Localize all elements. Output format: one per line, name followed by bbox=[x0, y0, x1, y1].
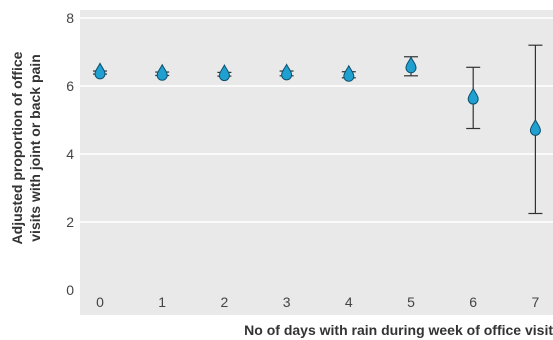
y-axis-ticks: 0 2 4 6 8 bbox=[66, 10, 74, 298]
plot-panel bbox=[80, 10, 553, 315]
x-tick-label-0: 0 bbox=[96, 294, 104, 310]
y-tick-label-0: 0 bbox=[66, 282, 74, 298]
data-point-0 bbox=[94, 62, 106, 80]
data-point-7 bbox=[529, 118, 541, 136]
data-point-1 bbox=[156, 63, 168, 81]
x-tick-label-4: 4 bbox=[345, 294, 353, 310]
y-tick-label-4: 4 bbox=[66, 146, 74, 162]
x-axis-ticks: 0 1 2 3 4 5 6 7 bbox=[96, 294, 539, 310]
y-axis-title-line-1: Adjusted proportion of office bbox=[9, 51, 25, 244]
x-axis-title: No of days with rain during week of offi… bbox=[244, 322, 553, 338]
x-tick-label-1: 1 bbox=[158, 294, 166, 310]
data-point-2 bbox=[218, 63, 230, 82]
data-point-5 bbox=[405, 56, 417, 74]
x-tick-label-5: 5 bbox=[407, 294, 415, 310]
data-point-6 bbox=[467, 87, 479, 105]
y-axis-title: Adjusted proportion of office visits wit… bbox=[9, 51, 43, 244]
y-tick-label-8: 8 bbox=[66, 10, 74, 26]
x-tick-label-2: 2 bbox=[221, 294, 229, 310]
y-tick-label-6: 6 bbox=[66, 78, 74, 94]
grid-lines bbox=[80, 17, 553, 223]
data-point-4 bbox=[343, 64, 355, 82]
y-tick-label-2: 2 bbox=[66, 214, 74, 230]
data-markers bbox=[94, 56, 541, 136]
x-tick-label-3: 3 bbox=[283, 294, 291, 310]
x-tick-label-6: 6 bbox=[469, 294, 477, 310]
x-tick-label-7: 7 bbox=[532, 294, 540, 310]
data-point-3 bbox=[281, 63, 293, 81]
y-axis-title-line-2: visits with joint or back pain bbox=[27, 54, 43, 241]
